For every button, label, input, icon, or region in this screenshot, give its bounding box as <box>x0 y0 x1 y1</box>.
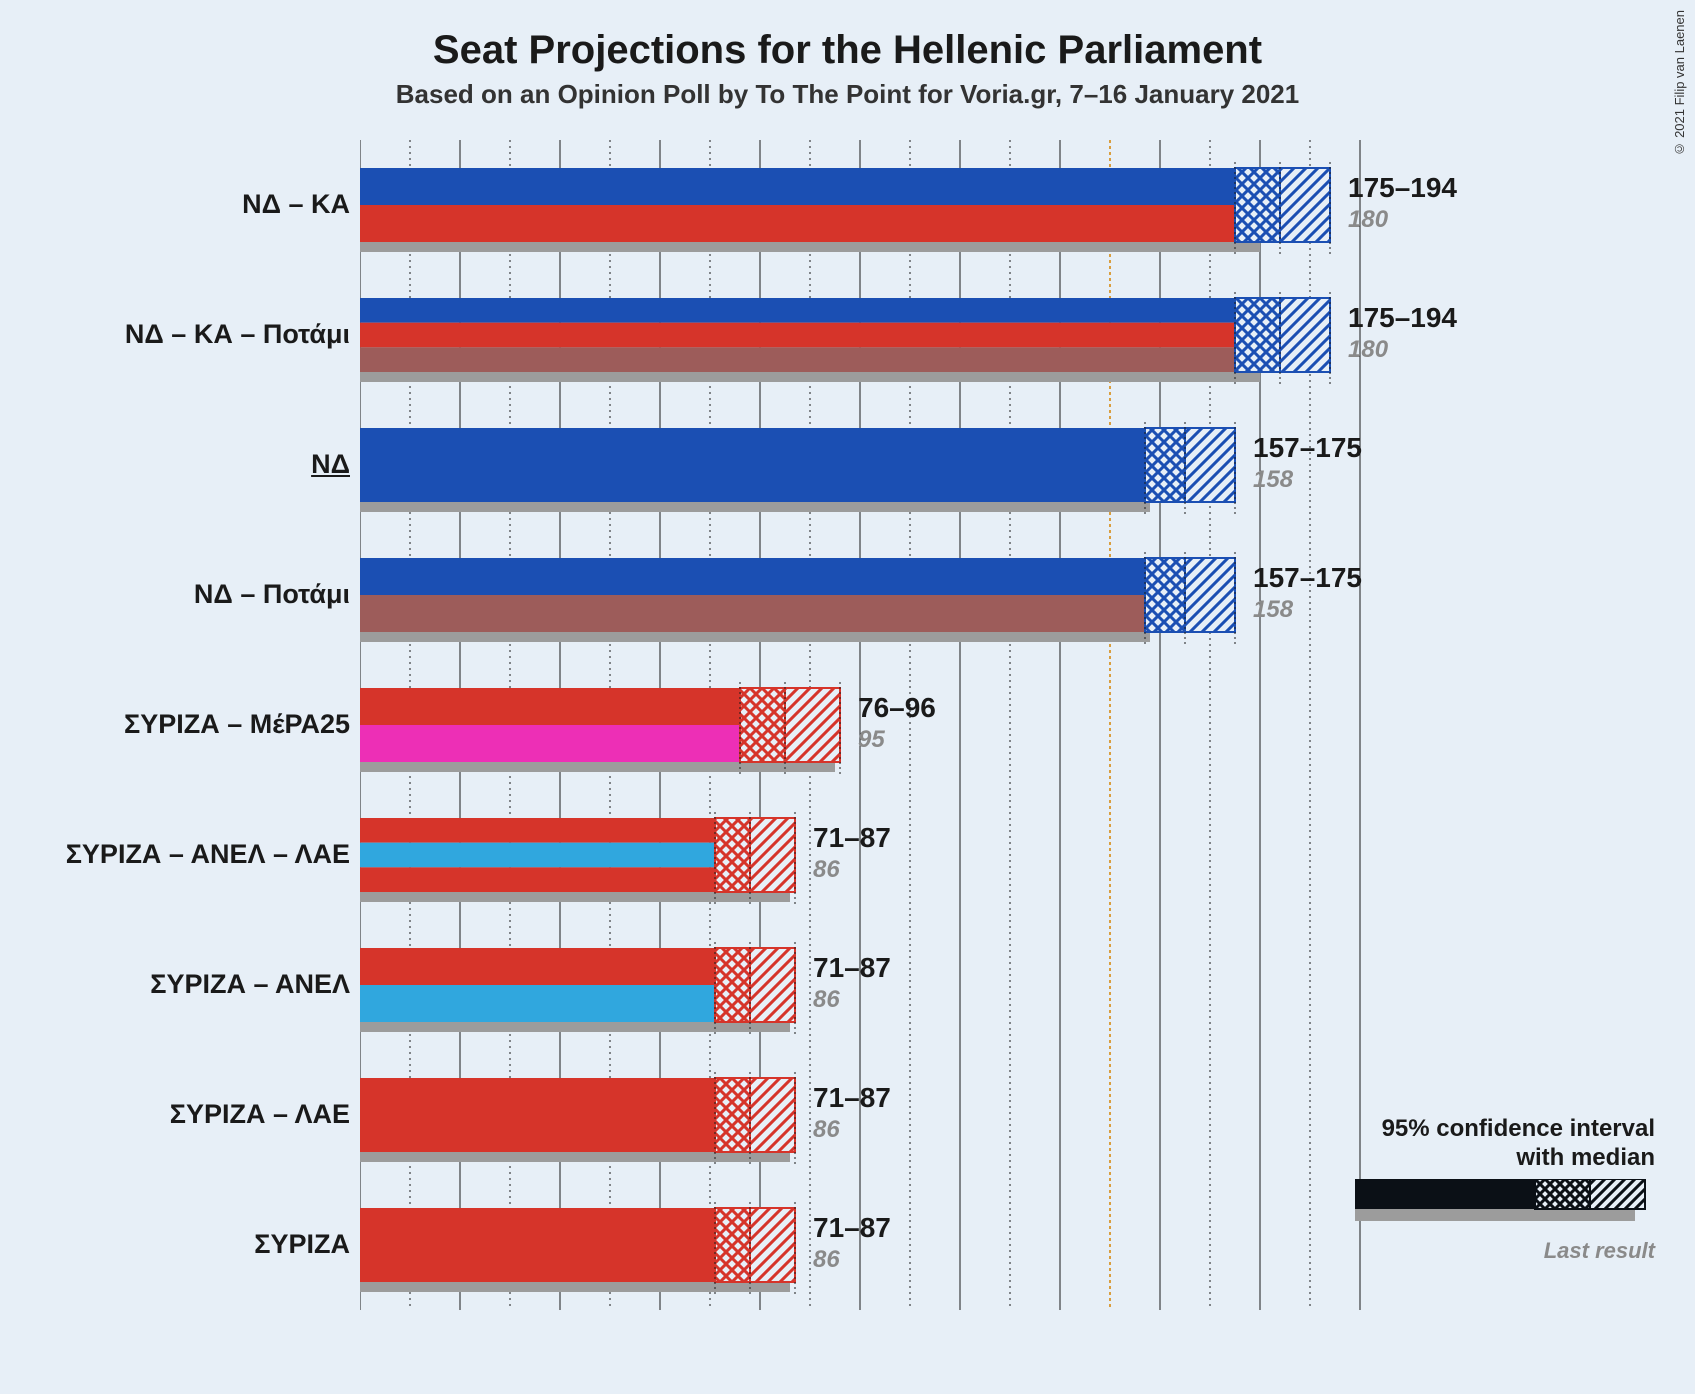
coalition-label: ΝΔ – ΚΑ – Ποτάμι <box>125 319 350 350</box>
chart-title: Seat Projections for the Hellenic Parlia… <box>0 0 1695 73</box>
seat-range: 175–194 <box>1348 172 1457 204</box>
seat-last: 180 <box>1348 206 1388 234</box>
seat-range: 71–87 <box>813 822 891 854</box>
legend: 95% confidence interval with median Last… <box>1355 1115 1655 1264</box>
coalition-label: ΝΔ <box>311 449 350 480</box>
seat-last: 95 <box>858 726 885 754</box>
chart-subtitle: Based on an Opinion Poll by To The Point… <box>0 73 1695 110</box>
seat-range: 71–87 <box>813 1082 891 1114</box>
seat-last: 86 <box>813 856 840 884</box>
seat-last: 86 <box>813 986 840 1014</box>
coalition-label: ΣΥΡΙΖΑ <box>254 1229 350 1260</box>
seat-range: 76–96 <box>858 692 936 724</box>
seat-last: 158 <box>1253 466 1293 494</box>
seat-range: 157–175 <box>1253 562 1362 594</box>
seat-range: 71–87 <box>813 1212 891 1244</box>
seat-last: 86 <box>813 1246 840 1274</box>
seat-range: 175–194 <box>1348 302 1457 334</box>
legend-swatch <box>1355 1179 1655 1229</box>
coalition-label: ΣΥΡΙΖΑ – ΑΝΕΛ <box>150 969 350 1000</box>
seat-last: 86 <box>813 1116 840 1144</box>
legend-ci-line1: 95% confidence interval <box>1355 1115 1655 1144</box>
seat-last: 180 <box>1348 336 1388 364</box>
coalition-label: ΝΔ – ΚΑ <box>242 189 350 220</box>
seat-last: 158 <box>1253 596 1293 624</box>
seat-range: 157–175 <box>1253 432 1362 464</box>
coalition-label: ΣΥΡΙΖΑ – ΑΝΕΛ – ΛΑΕ <box>66 839 350 870</box>
coalition-label: ΣΥΡΙΖΑ – ΛΑΕ <box>170 1099 350 1130</box>
legend-ci-line2: with median <box>1355 1144 1655 1173</box>
coalition-label: ΝΔ – Ποτάμι <box>194 579 350 610</box>
coalition-label: ΣΥΡΙΖΑ – ΜέΡΑ25 <box>124 709 350 740</box>
copyright-text: © 2021 Filip van Laenen <box>1672 10 1687 157</box>
legend-last-result: Last result <box>1355 1238 1655 1264</box>
seat-range: 71–87 <box>813 952 891 984</box>
